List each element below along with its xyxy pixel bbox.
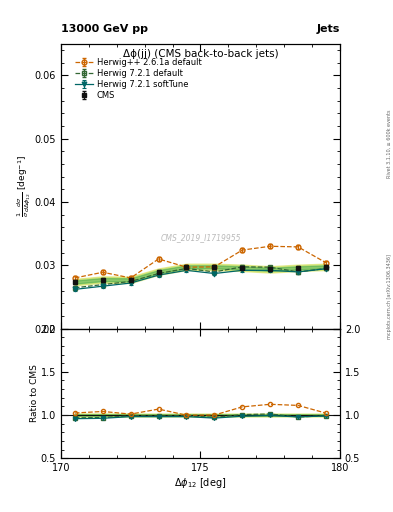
Text: 13000 GeV pp: 13000 GeV pp xyxy=(61,24,148,34)
Text: Rivet 3.1.10, ≥ 600k events: Rivet 3.1.10, ≥ 600k events xyxy=(387,109,392,178)
Legend: Herwig++ 2.6.1a default, Herwig 7.2.1 default, Herwig 7.2.1 softTune, CMS: Herwig++ 2.6.1a default, Herwig 7.2.1 de… xyxy=(73,56,203,102)
Y-axis label: $\frac{1}{\sigma}\frac{d\sigma}{d\Delta\phi_{12}}$ [deg$^{-1}$]: $\frac{1}{\sigma}\frac{d\sigma}{d\Delta\… xyxy=(16,155,33,217)
Text: mcplots.cern.ch [arXiv:1306.3436]: mcplots.cern.ch [arXiv:1306.3436] xyxy=(387,254,392,339)
Text: CMS_2019_I1719955: CMS_2019_I1719955 xyxy=(160,233,241,242)
Y-axis label: Ratio to CMS: Ratio to CMS xyxy=(30,365,39,422)
Text: Δϕ(jj) (CMS back-to-back jets): Δϕ(jj) (CMS back-to-back jets) xyxy=(123,49,278,59)
Text: Jets: Jets xyxy=(317,24,340,34)
X-axis label: $\Delta\phi_{12}$ [deg]: $\Delta\phi_{12}$ [deg] xyxy=(174,476,227,490)
